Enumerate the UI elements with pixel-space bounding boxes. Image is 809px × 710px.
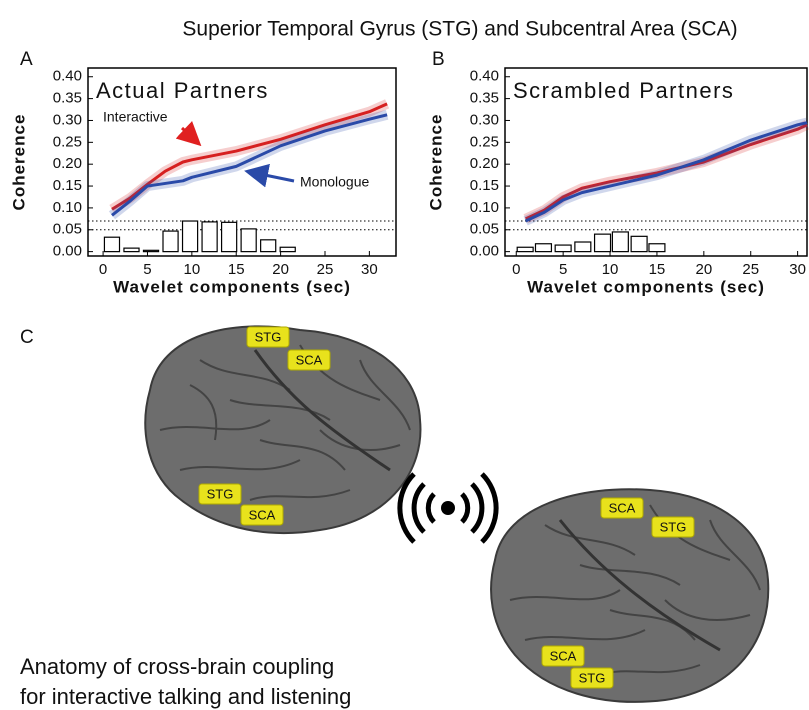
- y-tick-label: 0.30: [53, 111, 82, 128]
- panel-letter: A: [20, 49, 33, 70]
- caption-line: for interactive talking and listening: [20, 684, 351, 709]
- y-tick-label: 0.10: [470, 199, 499, 216]
- significance-bar: [124, 248, 139, 251]
- significance-bar: [517, 247, 533, 251]
- x-axis-label: Wavelet components (sec): [527, 277, 765, 296]
- y-tick-label: 0.05: [53, 221, 82, 238]
- y-tick-label: 0.25: [53, 133, 82, 150]
- x-tick-label: 0: [99, 261, 107, 278]
- significance-bar: [649, 244, 665, 252]
- y-tick-label: 0.00: [53, 243, 82, 260]
- significance-bar: [575, 242, 591, 252]
- brain-label: SCA: [249, 507, 276, 522]
- series-annotation: Monologue: [300, 174, 369, 190]
- brain-label: SCA: [609, 500, 636, 515]
- x-tick-label: 0: [512, 261, 520, 278]
- y-tick-label: 0.40: [470, 68, 499, 85]
- caption-line: Anatomy of cross-brain coupling: [20, 654, 334, 679]
- brain-label: STG: [255, 329, 282, 344]
- arrow: [182, 128, 197, 142]
- brain-illustration: [145, 326, 420, 533]
- significance-bar: [280, 247, 295, 251]
- brain-label: STG: [579, 670, 606, 685]
- brain-label: SCA: [550, 648, 577, 663]
- brain-label: STG: [660, 519, 687, 534]
- significance-bar: [104, 237, 119, 251]
- panel-letter: C: [20, 327, 34, 348]
- x-tick-label: 15: [649, 261, 666, 278]
- significance-bar: [241, 229, 256, 252]
- y-tick-label: 0.00: [470, 243, 499, 260]
- y-tick-label: 0.30: [470, 111, 499, 128]
- x-tick-label: 5: [143, 261, 151, 278]
- brain-illustration: [491, 489, 768, 702]
- line-band: [112, 115, 387, 216]
- y-tick-label: 0.35: [53, 90, 82, 107]
- y-tick-label: 0.15: [470, 177, 499, 194]
- panel-letter: B: [432, 49, 445, 70]
- significance-bar: [183, 221, 198, 252]
- y-tick-label: 0.10: [53, 199, 82, 216]
- significance-bar: [555, 245, 571, 252]
- x-tick-label: 20: [695, 261, 712, 278]
- y-tick-label: 0.25: [470, 133, 499, 150]
- x-tick-label: 5: [559, 261, 567, 278]
- significance-bar: [595, 234, 611, 251]
- x-tick-label: 10: [184, 261, 201, 278]
- x-axis-label: Wavelet components (sec): [113, 277, 351, 296]
- wireless-icon: [400, 474, 496, 542]
- chart-title: Actual Partners: [96, 78, 269, 103]
- x-tick-label: 15: [228, 261, 245, 278]
- y-tick-label: 0.20: [53, 155, 82, 172]
- significance-bar: [163, 231, 178, 252]
- x-tick-label: 10: [602, 261, 619, 278]
- chart-title: Scrambled Partners: [513, 78, 734, 103]
- significance-bar: [612, 232, 628, 252]
- x-tick-label: 25: [742, 261, 759, 278]
- figure-title: Superior Temporal Gyrus (STG) and Subcen…: [182, 18, 737, 41]
- x-tick-label: 30: [361, 261, 378, 278]
- significance-bar: [631, 236, 647, 251]
- y-tick-label: 0.35: [470, 90, 499, 107]
- significance-bar: [202, 222, 217, 252]
- brain-label: STG: [207, 486, 234, 501]
- y-tick-label: 0.15: [53, 177, 82, 194]
- y-tick-label: 0.20: [470, 155, 499, 172]
- x-tick-label: 25: [317, 261, 334, 278]
- significance-bar: [261, 240, 276, 252]
- arrow: [250, 172, 294, 181]
- figure: Superior Temporal Gyrus (STG) and Subcen…: [0, 0, 809, 710]
- x-tick-label: 30: [789, 261, 806, 278]
- significance-bar: [535, 244, 551, 252]
- significance-bar: [222, 222, 237, 251]
- series-annotation: Interactive: [103, 109, 168, 125]
- brain-label: SCA: [296, 352, 323, 367]
- y-axis-label: Coherence: [426, 114, 445, 211]
- significance-bar: [143, 250, 158, 251]
- y-tick-label: 0.05: [470, 221, 499, 238]
- x-tick-label: 20: [272, 261, 289, 278]
- y-tick-label: 0.40: [53, 68, 82, 85]
- y-axis-label: Coherence: [9, 114, 28, 211]
